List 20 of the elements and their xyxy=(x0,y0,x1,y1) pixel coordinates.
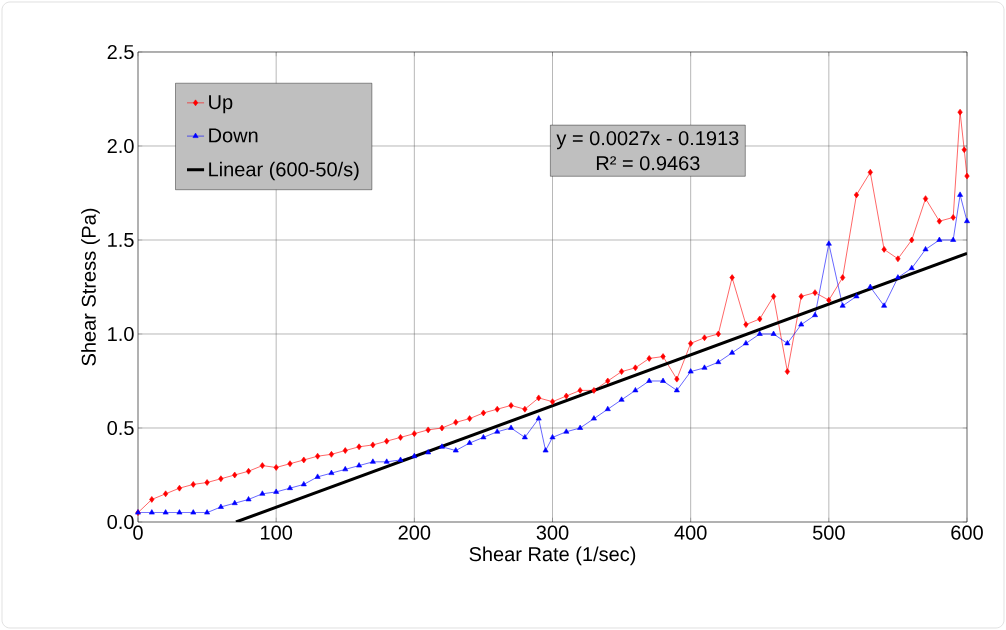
y-tick-label: 2.0 xyxy=(107,138,134,154)
legend-label: Down xyxy=(209,128,258,143)
x-tick-label: 300 xyxy=(536,525,569,540)
legend-label: Linear (600-50/s) xyxy=(209,161,359,181)
annotation: y = 0.0027x - 0.1913 xyxy=(556,131,739,150)
legend-label: Up xyxy=(209,95,233,114)
x-axis-title: Shear Rate (1/sec) xyxy=(469,546,636,566)
y-tick-label: 1.5 xyxy=(108,233,134,247)
x-tick-label: 400 xyxy=(674,525,707,540)
y-axis-title: Shear Stress (Pa) xyxy=(81,208,100,366)
x-tick-label: 100 xyxy=(261,525,293,540)
x-tick-label: 0 xyxy=(133,525,143,540)
x-tick-label: 200 xyxy=(398,525,431,540)
annotation: R² = 0.9463 xyxy=(596,156,700,171)
y-tick-label: 1.0 xyxy=(108,326,134,342)
y-tick-label: 0.5 xyxy=(107,420,134,436)
x-tick-label: 500 xyxy=(812,525,845,540)
x-tick-label: 600 xyxy=(951,525,983,540)
y-tick-label: 2.5 xyxy=(107,44,134,60)
y-tick-label: 0.0 xyxy=(107,514,134,530)
